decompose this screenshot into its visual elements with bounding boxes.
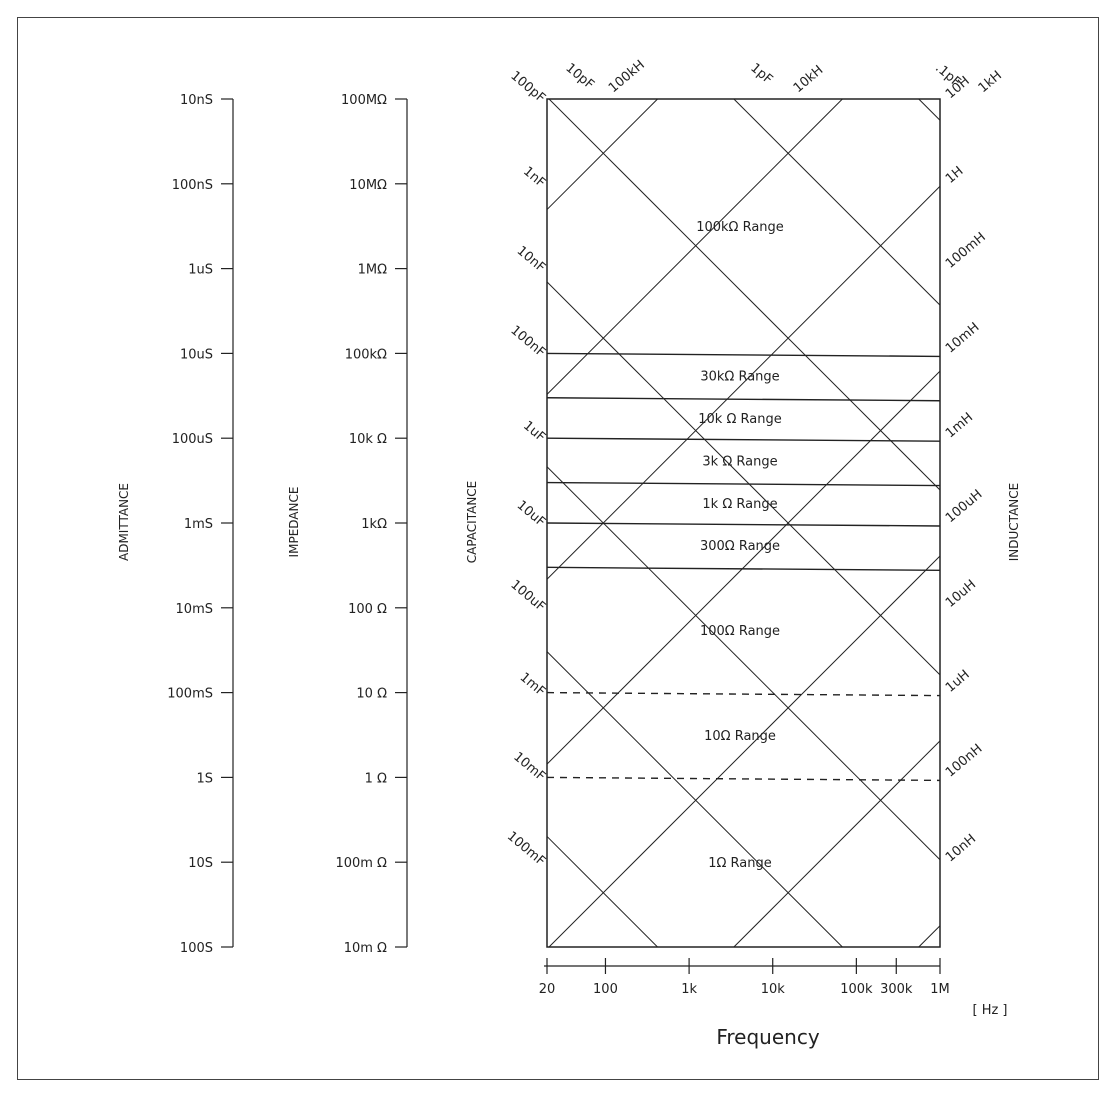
admittance-tick-label: 100mS bbox=[167, 687, 213, 702]
capacitance-tick-label: 100uF bbox=[507, 577, 548, 615]
frequency-tick-label: 100 bbox=[593, 982, 618, 997]
range-label: 3k Ω Range bbox=[702, 454, 777, 469]
capacitance-top-label: 10pF bbox=[562, 61, 596, 93]
inductance-tick-label: 1H bbox=[943, 164, 966, 187]
capacitance-diagonal bbox=[918, 98, 941, 121]
capacitance-diagonal bbox=[733, 98, 941, 306]
range-label: 1Ω Range bbox=[708, 856, 772, 871]
capacitance-tick-label: 100nF bbox=[507, 323, 548, 361]
capacitance-diagonal bbox=[548, 98, 941, 491]
frequency-tick-label: 20 bbox=[539, 982, 556, 997]
range-boundary-line bbox=[546, 437, 941, 442]
inductance-diagonal bbox=[918, 925, 941, 948]
range-boundary-line bbox=[546, 691, 941, 697]
range-boundary-line bbox=[546, 522, 941, 527]
frequency-axis-title: Frequency bbox=[716, 1025, 819, 1049]
frequency-tick-label: 300k bbox=[880, 982, 913, 997]
admittance-tick-label: 100nS bbox=[172, 178, 213, 193]
impedance-tick-label: 1kΩ bbox=[361, 517, 387, 532]
range-boundary-line bbox=[546, 352, 941, 358]
range-label: 30kΩ Range bbox=[700, 370, 779, 385]
capacitance-tick-label: 100pF bbox=[507, 69, 548, 107]
admittance-scale: ADMITTANCE 10nS 100nS 1uS 10uS 100uS 1mS 10mS 1… bbox=[117, 93, 234, 956]
capacitance-top-label: 1pF bbox=[747, 61, 775, 88]
plot-border bbox=[546, 98, 941, 948]
impedance-tick-label: 100m Ω bbox=[335, 856, 387, 871]
impedance-tick-label: 10 Ω bbox=[356, 687, 387, 702]
chart-frame bbox=[17, 17, 1099, 1080]
inductance-tick-label: 1mH bbox=[943, 410, 976, 441]
range-boundary-line bbox=[546, 566, 941, 572]
admittance-tick-label: 10uS bbox=[180, 347, 213, 362]
inductance-tick-label: 100nH bbox=[943, 741, 985, 780]
inductance-tick-label: 100mH bbox=[943, 230, 989, 272]
impedance-tick-label: 100MΩ bbox=[341, 93, 387, 108]
inductance-diagonal bbox=[546, 98, 843, 395]
impedance-tick-label: 10m Ω bbox=[344, 941, 387, 956]
range-label: 10Ω Range bbox=[704, 729, 776, 744]
inductance-tick-label: 10uH bbox=[943, 577, 979, 611]
frequency-tick-label: 100k bbox=[840, 982, 873, 997]
frequency-tick-label: 1k bbox=[681, 982, 697, 997]
impedance-tick-label: 10k Ω bbox=[349, 432, 387, 447]
capacitance-tick-label: 100mF bbox=[504, 829, 548, 869]
capacitance-tick-label: 10mF bbox=[510, 749, 548, 784]
capacitance-tick-label: 10uF bbox=[514, 498, 548, 530]
capacitance-diagonal bbox=[546, 281, 941, 676]
range-label: 1k Ω Range bbox=[702, 497, 777, 512]
inductance-axis-title: INDUCTANCE bbox=[1007, 483, 1021, 561]
capacitance-tick-label: 1uF bbox=[520, 418, 548, 445]
inductance-top-label: 100kH bbox=[606, 57, 648, 96]
inductance-diagonal bbox=[548, 555, 941, 948]
inductance-diagonal bbox=[733, 740, 941, 948]
inductance-tick-label: 1uH bbox=[943, 667, 973, 695]
impedance-axis-title: IMPEDANCE bbox=[287, 487, 301, 558]
impedance-tick-label: 1MΩ bbox=[358, 263, 387, 278]
admittance-tick-label: 100uS bbox=[172, 432, 213, 447]
admittance-tick-label: 10S bbox=[188, 856, 213, 871]
capacitance-tick-label: 10nF bbox=[514, 243, 548, 275]
frequency-unit: [ Hz ] bbox=[972, 1003, 1007, 1018]
impedance-tick-label: 100kΩ bbox=[345, 347, 387, 362]
range-label: 100kΩ Range bbox=[696, 220, 784, 235]
admittance-tick-label: 10nS bbox=[180, 93, 213, 108]
range-label: 10k Ω Range bbox=[698, 412, 781, 427]
inductance-tick-label: 10mH bbox=[943, 320, 983, 357]
inductance-diagonal bbox=[546, 370, 941, 765]
capacitance-tick-label: 1mF bbox=[517, 670, 548, 700]
impedance-scale: IMPEDANCE 100MΩ 10MΩ 1MΩ 100kΩ 10k Ω 1kΩ 100 Ω… bbox=[287, 93, 408, 956]
impedance-tick-label: 10MΩ bbox=[349, 178, 387, 193]
frequency-tick-label: 10k bbox=[761, 982, 786, 997]
impedance-tick-label: 1 Ω bbox=[365, 771, 387, 786]
inductance-top-label: 1kH bbox=[976, 68, 1005, 96]
inductance-top-label: 10kH bbox=[791, 63, 827, 96]
capacitance-diagonal bbox=[546, 651, 843, 948]
inductance-tick-label: 10nH bbox=[943, 832, 979, 866]
admittance-tick-label: 1S bbox=[196, 771, 213, 786]
impedance-tick-label: 100 Ω bbox=[348, 602, 387, 617]
range-boundary-line bbox=[546, 776, 941, 782]
main-plot: CAPACITANCE INDUCTANCE 100kΩ Range 30kΩ R… bbox=[465, 57, 1021, 1049]
range-boundary-line bbox=[546, 397, 941, 402]
inductance-diagonal bbox=[546, 185, 941, 580]
admittance-axis-title: ADMITTANCE bbox=[117, 483, 131, 561]
admittance-tick-label: 100S bbox=[180, 941, 213, 956]
range-boundary-line bbox=[546, 481, 941, 487]
range-label: 100Ω Range bbox=[700, 624, 780, 639]
frequency-tick-label: 1M bbox=[930, 982, 950, 997]
admittance-tick-label: 1uS bbox=[188, 263, 213, 278]
capacitance-axis-title: CAPACITANCE bbox=[465, 481, 479, 564]
inductance-diagonal bbox=[546, 98, 658, 210]
range-label: 300Ω Range bbox=[700, 539, 780, 554]
inductance-tick-label: 100uH bbox=[943, 487, 985, 526]
capacitance-diagonal bbox=[546, 836, 658, 948]
capacitance-tick-label: 1nF bbox=[520, 164, 548, 191]
capacitance-diagonal bbox=[546, 466, 941, 861]
admittance-tick-label: 1mS bbox=[184, 517, 213, 532]
admittance-tick-label: 10mS bbox=[176, 602, 213, 617]
